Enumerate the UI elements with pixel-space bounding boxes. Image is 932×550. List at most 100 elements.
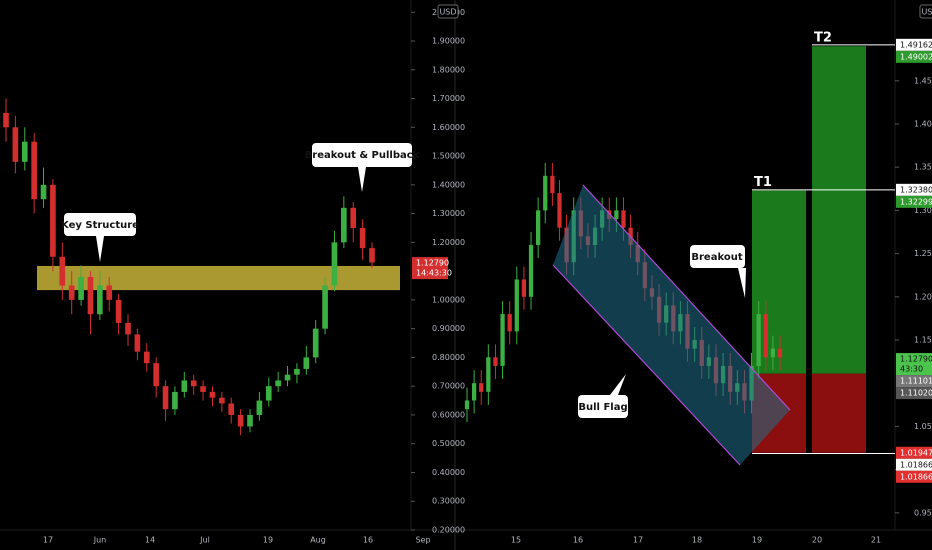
y-tick-label: 1.40000 bbox=[432, 180, 465, 189]
callout: Breakout & Pullback bbox=[305, 143, 420, 192]
candle-body bbox=[331, 242, 338, 286]
x-tick-label: 16 bbox=[573, 536, 583, 545]
price-label: 1.49002 bbox=[900, 52, 932, 61]
price-label: 1.49162 bbox=[900, 40, 932, 49]
candle-body bbox=[219, 397, 225, 404]
candle-body bbox=[763, 314, 768, 358]
currency-badge: USD bbox=[437, 4, 459, 19]
price-label-box bbox=[896, 353, 932, 376]
price-label-box bbox=[412, 257, 448, 280]
candle-body bbox=[312, 328, 319, 358]
candle-body bbox=[228, 403, 235, 415]
y-tick-label: 1.35000 bbox=[914, 163, 932, 172]
candle-body bbox=[471, 383, 477, 401]
y-tick-label: 1.70000 bbox=[432, 94, 465, 103]
x-tick-label: 21 bbox=[871, 536, 881, 545]
candle-body bbox=[464, 400, 470, 410]
candle-body bbox=[87, 276, 94, 315]
left-panel bbox=[3, 98, 400, 436]
channel bbox=[553, 185, 790, 465]
price-label-box bbox=[896, 38, 932, 51]
price-label: 1.12790 bbox=[416, 259, 449, 268]
y-tick-label: 1.20000 bbox=[914, 292, 932, 301]
price-label: 1.01947 bbox=[900, 448, 932, 457]
y-tick-label: 1.60000 bbox=[432, 123, 465, 132]
candle-body bbox=[303, 357, 310, 369]
candle-body bbox=[350, 207, 357, 228]
currency: USD bbox=[439, 8, 456, 17]
callout: Bull Flag bbox=[578, 374, 628, 418]
target-label: T2 bbox=[814, 31, 832, 46]
y-tick-label: 0.95000 bbox=[914, 508, 932, 517]
annotation: Key Structure bbox=[61, 220, 139, 231]
x-tick-label: 17 bbox=[633, 536, 643, 545]
candle-body bbox=[3, 112, 9, 128]
candle-body bbox=[106, 285, 113, 300]
candle-body bbox=[514, 279, 519, 332]
candle-body bbox=[247, 414, 253, 427]
y-tick-label: 0.70000 bbox=[432, 382, 465, 391]
price-label-box bbox=[896, 458, 932, 471]
x-tick-label: 16 bbox=[363, 536, 373, 545]
y-tick-label: 1.30000 bbox=[432, 209, 465, 218]
candle-body bbox=[68, 285, 75, 300]
callout: Breakout bbox=[690, 245, 746, 298]
candle-body bbox=[359, 227, 366, 249]
candle-body bbox=[200, 386, 206, 392]
price-label: 1.11101 bbox=[900, 377, 932, 386]
candle-body bbox=[97, 285, 103, 315]
y-tick-label: 0.90000 bbox=[432, 324, 465, 333]
candle-body bbox=[190, 380, 197, 387]
y-tick-label: 0.40000 bbox=[432, 468, 465, 477]
candle-body bbox=[143, 351, 150, 364]
candle-body bbox=[237, 414, 244, 427]
candle-body bbox=[31, 141, 37, 200]
y-tick-label: 1.50000 bbox=[432, 152, 465, 161]
channel-upper bbox=[582, 184, 791, 411]
price-label-box bbox=[896, 446, 932, 459]
candle-body bbox=[507, 314, 512, 332]
channel-lower bbox=[552, 264, 741, 466]
candle-body bbox=[12, 127, 19, 162]
x-tick-label: 19 bbox=[263, 536, 273, 545]
x-tick-label: 17 bbox=[43, 536, 53, 545]
candle-body bbox=[40, 184, 47, 200]
y-tick-label: 0.50000 bbox=[432, 439, 465, 448]
price-label: 1.32299 bbox=[900, 197, 932, 206]
price-label: 1.01866 bbox=[900, 472, 932, 481]
price-label-box bbox=[896, 183, 932, 196]
currency: USD bbox=[921, 8, 932, 17]
candle-body bbox=[284, 374, 291, 381]
candle-body bbox=[172, 391, 178, 410]
y-tick-label: 1.05000 bbox=[914, 422, 932, 431]
candle-body bbox=[557, 193, 562, 228]
loss-box bbox=[812, 373, 866, 453]
target-label: T1 bbox=[754, 175, 772, 190]
countdown: 43:30 bbox=[900, 365, 923, 374]
x-tick-label: Aug bbox=[310, 536, 326, 545]
currency-box bbox=[919, 4, 932, 19]
price-label-box bbox=[896, 387, 932, 400]
candle-body bbox=[770, 348, 776, 358]
candle-body bbox=[536, 210, 541, 245]
candle-body bbox=[614, 210, 619, 220]
x-tick-label: 15 bbox=[511, 536, 521, 545]
candle-body bbox=[322, 285, 328, 329]
candle-body bbox=[777, 348, 783, 358]
candle-body bbox=[134, 334, 141, 352]
x-tick-label: 14 bbox=[145, 536, 155, 545]
candle-body bbox=[78, 276, 84, 300]
candle-body bbox=[256, 400, 263, 415]
candle-body bbox=[493, 357, 498, 366]
candle-body bbox=[521, 279, 527, 297]
y-tick-label: 1.25000 bbox=[914, 249, 932, 258]
x-tick-label: 18 bbox=[692, 536, 702, 545]
annotation: Bull Flag bbox=[578, 402, 627, 413]
price-label-box bbox=[896, 375, 932, 388]
candle-body bbox=[621, 210, 626, 228]
candle-body bbox=[756, 314, 761, 366]
candle-body bbox=[59, 256, 66, 286]
price-label: 1.01866 bbox=[900, 460, 932, 469]
candle-body bbox=[153, 363, 159, 387]
